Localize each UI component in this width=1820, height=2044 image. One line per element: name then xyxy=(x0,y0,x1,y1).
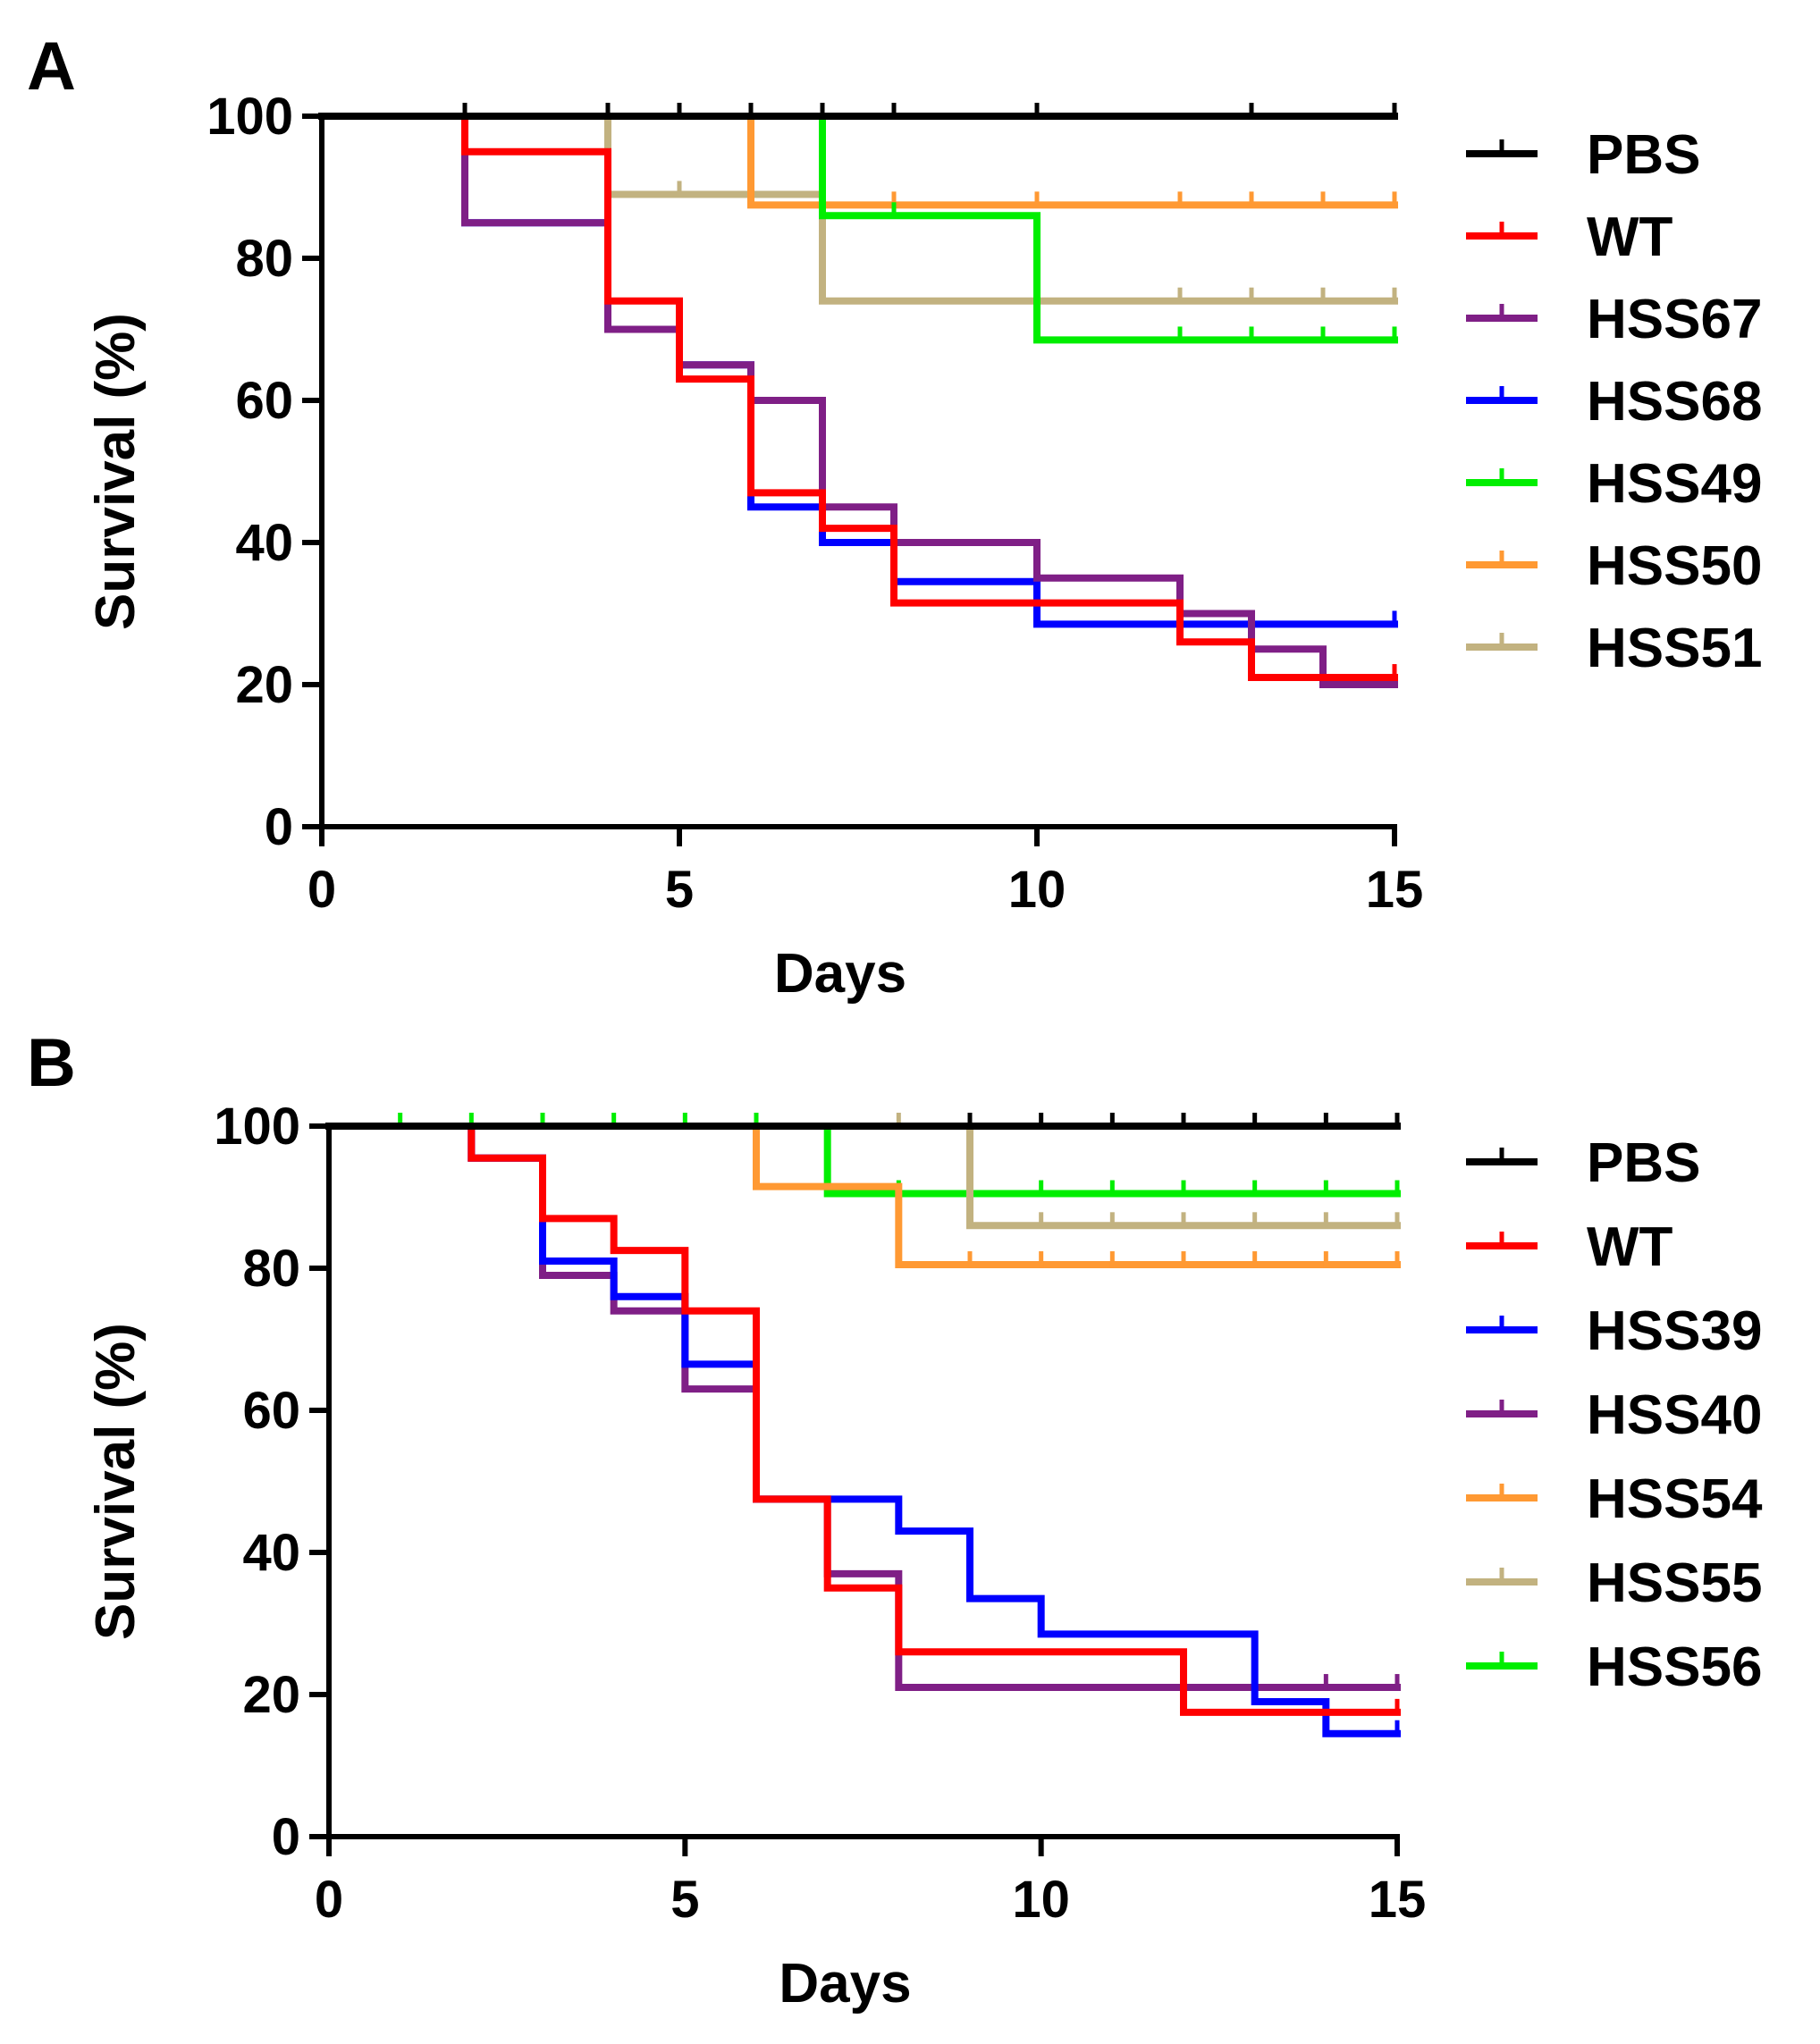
y-tick-label: 40 xyxy=(242,1524,300,1582)
legend-entry-pbs: PBS xyxy=(1466,124,1700,186)
x-tick-label: 15 xyxy=(1366,861,1424,919)
y-axis-title: Survival (%) xyxy=(85,313,147,630)
y-tick-label: 80 xyxy=(235,230,293,288)
x-axis-title: Days xyxy=(774,943,906,1005)
legend-entry-hss51: HSS51 xyxy=(1466,618,1762,679)
series-hss51 xyxy=(318,113,1398,305)
panel-b: B 0 20 40 60 80 100 0 5 10 15 Days Survival (%) PBS WT… xyxy=(27,1025,1763,2015)
series-line-wt xyxy=(318,113,1398,682)
legend-entry-hss40: HSS40 xyxy=(1466,1384,1762,1446)
legend-label: HSS49 xyxy=(1587,453,1762,515)
series-hss39 xyxy=(325,1123,1401,1737)
x-tick-label: 0 xyxy=(315,1871,343,1929)
series-line-wt xyxy=(325,1123,1401,1716)
legend-entry-wt: WT xyxy=(1466,1216,1673,1278)
panel-label: A xyxy=(27,29,76,105)
legend-label: HSS51 xyxy=(1587,618,1762,679)
y-tick-label: 100 xyxy=(206,88,293,146)
y-tick-label: 0 xyxy=(265,798,293,856)
series-hss68 xyxy=(318,113,1398,628)
y-tick-label: 60 xyxy=(235,372,293,430)
panel-label: B xyxy=(27,1025,76,1101)
y-tick-label: 20 xyxy=(242,1666,300,1724)
legend-entry-wt: WT xyxy=(1466,206,1673,268)
panel-a: A 0 20 40 60 80 100 0 5 10 15 Days Survival (%) PBS WT… xyxy=(27,29,1762,1005)
series-hss40 xyxy=(325,1123,1401,1692)
legend-label: HSS67 xyxy=(1587,289,1762,350)
legend-label: HSS55 xyxy=(1587,1552,1762,1614)
legend-entry-hss68: HSS68 xyxy=(1466,371,1762,433)
y-tick-label: 60 xyxy=(242,1382,300,1440)
y-axis-title: Survival (%) xyxy=(85,1323,147,1640)
x-tick-label: 10 xyxy=(1008,861,1066,919)
series-pbs xyxy=(318,103,1398,120)
x-tick-label: 5 xyxy=(665,861,694,919)
legend-label: PBS xyxy=(1587,1132,1700,1194)
legend-entry-hss67: HSS67 xyxy=(1466,289,1762,350)
legend-entry-hss54: HSS54 xyxy=(1466,1468,1763,1530)
legend-entry-hss55: HSS55 xyxy=(1466,1552,1762,1614)
legend-entry-hss50: HSS50 xyxy=(1466,535,1762,597)
series-line-hss50 xyxy=(318,113,1398,209)
x-tick-label: 10 xyxy=(1012,1871,1070,1929)
series-wt xyxy=(325,1123,1401,1716)
legend-label: HSS68 xyxy=(1587,371,1762,433)
legend-entry-hss49: HSS49 xyxy=(1466,453,1762,515)
series-line-hss68 xyxy=(318,113,1398,628)
series-pbs xyxy=(325,1113,1401,1130)
legend-entry-hss39: HSS39 xyxy=(1466,1300,1762,1362)
x-tick-label: 15 xyxy=(1369,1871,1427,1929)
legend-entry-hss56: HSS56 xyxy=(1466,1636,1762,1698)
legend-label: PBS xyxy=(1587,124,1700,186)
legend-label: HSS50 xyxy=(1587,535,1762,597)
series-line-hss55 xyxy=(325,1123,1401,1230)
x-tick-label: 5 xyxy=(670,1871,699,1929)
series-hss55 xyxy=(325,1113,1401,1230)
legend-label: HSS56 xyxy=(1587,1636,1762,1698)
legend-label: WT xyxy=(1587,206,1673,268)
y-tick-label: 100 xyxy=(214,1098,300,1156)
series-wt xyxy=(318,113,1398,682)
y-tick-label: 0 xyxy=(272,1808,300,1866)
legend-label: HSS40 xyxy=(1587,1384,1762,1446)
x-axis-title: Days xyxy=(779,1953,911,2015)
series-line-hss40 xyxy=(325,1123,1401,1692)
series-line-hss39 xyxy=(325,1123,1401,1737)
legend-label: HSS39 xyxy=(1587,1300,1762,1362)
legend-label: HSS54 xyxy=(1587,1468,1763,1530)
y-tick-label: 40 xyxy=(235,514,293,572)
legend-entry-pbs: PBS xyxy=(1466,1132,1700,1194)
y-tick-label: 80 xyxy=(242,1240,300,1298)
y-tick-label: 20 xyxy=(235,656,293,714)
x-tick-label: 0 xyxy=(308,861,336,919)
legend-label: WT xyxy=(1587,1216,1673,1278)
